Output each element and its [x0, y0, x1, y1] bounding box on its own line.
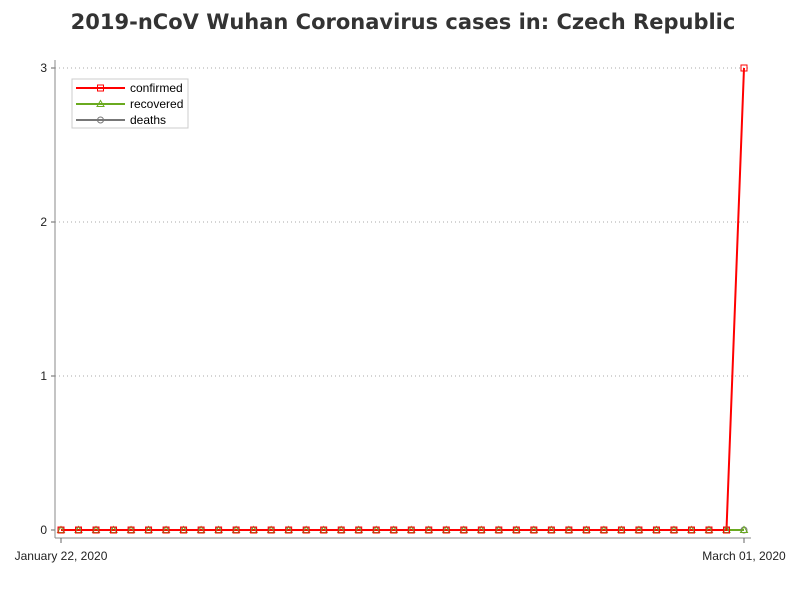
legend-item-deaths: deaths — [76, 113, 166, 127]
data-point-confirmed-11 — [250, 526, 258, 534]
legend-label-recovered: recovered — [130, 97, 183, 111]
data-point-confirmed-33 — [635, 526, 643, 534]
data-point-confirmed-28 — [547, 526, 555, 534]
data-point-recovered-39 — [739, 525, 749, 533]
series-markers-confirmed — [57, 64, 748, 534]
data-point-confirmed-14 — [302, 526, 310, 534]
legend-label-confirmed: confirmed — [130, 81, 183, 95]
data-point-confirmed-23 — [460, 526, 468, 534]
data-point-confirmed-37 — [705, 526, 713, 534]
data-point-confirmed-24 — [477, 526, 485, 534]
x-tick-label-0: January 22, 2020 — [15, 549, 108, 563]
data-point-confirmed-20 — [407, 526, 415, 534]
data-point-confirmed-2 — [92, 526, 100, 534]
data-point-confirmed-5 — [145, 526, 153, 534]
legend: confirmed recovered deaths — [71, 78, 189, 129]
series-confirmed — [61, 67, 745, 531]
data-point-confirmed-8 — [197, 526, 205, 534]
legend-item-recovered: recovered — [76, 97, 183, 111]
axes: 0 1 2 3 January 22, 2020 March 01, 2020 — [15, 60, 786, 563]
data-point-confirmed-7 — [180, 526, 188, 534]
data-point-confirmed-19 — [390, 526, 398, 534]
data-point-confirmed-12 — [267, 526, 275, 534]
data-point-confirmed-25 — [495, 526, 503, 534]
data-point-confirmed-13 — [285, 526, 293, 534]
data-point-confirmed-35 — [670, 526, 678, 534]
data-point-confirmed-22 — [442, 526, 450, 534]
legend-marker-deaths — [97, 116, 104, 124]
data-point-confirmed-3 — [110, 526, 118, 534]
data-point-confirmed-10 — [232, 526, 240, 534]
data-point-confirmed-26 — [512, 526, 520, 534]
data-point-confirmed-31 — [600, 526, 608, 534]
chart-title: 2019-nCoV Wuhan Coronavirus cases in: Cz… — [70, 10, 736, 34]
data-point-confirmed-34 — [652, 526, 660, 534]
data-point-confirmed-17 — [355, 526, 363, 534]
data-point-confirmed-29 — [565, 526, 573, 534]
series-layer — [56, 64, 749, 534]
data-point-confirmed-6 — [162, 526, 170, 534]
y-tick-label-2: 2 — [40, 215, 47, 229]
legend-marker-recovered — [96, 99, 105, 107]
data-point-confirmed-0 — [57, 526, 65, 534]
data-point-confirmed-16 — [337, 526, 345, 534]
legend-label-deaths: deaths — [130, 113, 166, 127]
data-point-confirmed-39 — [740, 64, 748, 72]
y-tick-label-0: 0 — [40, 523, 47, 537]
data-point-confirmed-38 — [722, 526, 730, 534]
series-line-confirmed — [61, 67, 745, 531]
data-point-confirmed-21 — [425, 526, 433, 534]
y-tick-label-1: 1 — [40, 369, 47, 383]
legend-item-confirmed: confirmed — [76, 81, 183, 95]
data-point-confirmed-27 — [530, 526, 538, 534]
legend-marker-confirmed — [97, 84, 104, 92]
data-point-confirmed-1 — [75, 526, 83, 534]
data-point-confirmed-9 — [215, 526, 223, 534]
y-tick-label-3: 3 — [40, 61, 47, 75]
grid — [55, 67, 751, 377]
data-point-confirmed-18 — [372, 526, 380, 534]
data-point-confirmed-30 — [582, 526, 590, 534]
data-point-confirmed-32 — [617, 526, 625, 534]
data-point-confirmed-4 — [127, 526, 135, 534]
data-point-confirmed-15 — [320, 526, 328, 534]
data-point-confirmed-36 — [687, 526, 695, 534]
x-tick-label-1: March 01, 2020 — [702, 549, 786, 563]
